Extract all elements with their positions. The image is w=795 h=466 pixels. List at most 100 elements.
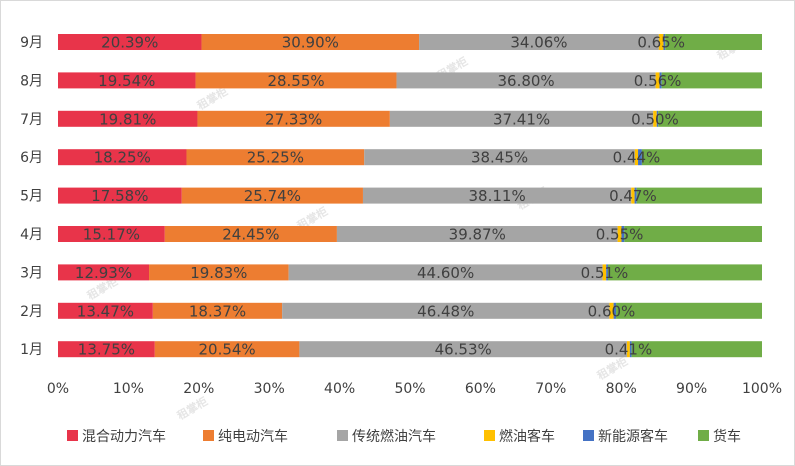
bar-segment — [609, 302, 614, 319]
data-label: 25.74% — [244, 187, 301, 205]
x-tick-label: 100% — [742, 381, 782, 397]
legend-label: 新能源客车 — [598, 428, 668, 445]
data-label: 13.47% — [77, 302, 134, 320]
x-tick-label: 80% — [606, 381, 637, 397]
data-label: 46.53% — [435, 341, 492, 359]
data-label: 0.41% — [605, 341, 653, 359]
bar-segment — [201, 34, 420, 50]
x-axis-tick-labels: 0% 10% 20% 30% 40% 50% 60% 70% 80% 90% 100% — [47, 381, 782, 397]
bar-segment — [181, 187, 363, 204]
bar-segment — [58, 149, 187, 166]
data-label: 0.56% — [634, 72, 682, 90]
bar-segment — [154, 341, 300, 358]
data-label: 18.37% — [189, 302, 246, 320]
legend-swatch — [337, 430, 348, 441]
bar-segment — [658, 110, 762, 127]
bar-segment — [389, 110, 654, 127]
bar-segment — [58, 34, 202, 50]
bar-segment — [656, 110, 659, 127]
bar-segment — [661, 72, 762, 89]
legend-swatch — [484, 430, 495, 441]
data-label: 25.25% — [247, 149, 304, 167]
legend-swatch — [203, 430, 214, 441]
bar-segment — [419, 34, 659, 50]
bar-segment — [665, 34, 762, 50]
x-tick-label: 30% — [254, 381, 285, 397]
data-label: 36.80% — [497, 72, 554, 90]
legend-label: 纯电动汽车 — [218, 428, 288, 445]
category-label: 7月 — [20, 112, 43, 128]
category-label: 2月 — [20, 304, 43, 320]
data-label: 13.75% — [78, 341, 135, 359]
bar-segment — [655, 72, 660, 89]
bar-segment — [617, 226, 622, 242]
category-labels: 1月 2月 3月 4月 5月 6月 7月 8月 9月 — [20, 35, 43, 358]
category-label: 4月 — [20, 227, 43, 243]
bar-segment — [197, 110, 390, 127]
data-label: 0.65% — [637, 34, 685, 52]
bar-segment — [362, 187, 632, 204]
bar-segment — [58, 72, 196, 89]
bar-segment — [641, 149, 762, 166]
bar-segment — [58, 226, 165, 242]
data-label: 17.58% — [91, 187, 148, 205]
data-label: 19.83% — [190, 264, 247, 282]
x-tick-label: 90% — [676, 381, 707, 397]
x-tick-label: 50% — [394, 381, 425, 397]
bar-labels-layer: 13.75% 20.54% 46.53% 0.41% 13.47% 18.37% 46.48… — [75, 34, 685, 359]
data-label: 44.60% — [417, 264, 474, 282]
data-label: 0.55% — [596, 226, 644, 244]
bar-segment — [659, 72, 662, 89]
bar-segment — [631, 187, 635, 204]
data-label: 18.25% — [94, 149, 151, 167]
bar-segment — [621, 226, 625, 242]
legend-label: 货车 — [713, 428, 741, 445]
category-label: 3月 — [20, 265, 43, 281]
category-label: 5月 — [20, 189, 43, 205]
x-tick-label: 40% — [324, 381, 355, 397]
data-label: 38.11% — [469, 187, 526, 205]
bar-segment — [186, 149, 365, 166]
data-label: 0.47% — [609, 187, 657, 205]
bar-segment — [634, 149, 639, 166]
bar-segment — [336, 226, 618, 242]
data-label: 27.33% — [265, 110, 322, 128]
bar-segment — [624, 226, 762, 242]
bar-segment — [602, 264, 607, 281]
legend-label: 传统燃油汽车 — [352, 428, 436, 445]
legend: 混合动力汽车 纯电动汽车 传统燃油汽车 燃油客车 新能源客车 货车 — [67, 428, 741, 445]
data-label: 20.39% — [101, 34, 158, 52]
data-label: 39.87% — [449, 226, 506, 244]
bar-segment — [164, 226, 337, 242]
legend-label: 燃油客车 — [499, 428, 555, 445]
category-label: 1月 — [20, 342, 43, 358]
legend-swatch — [67, 430, 78, 441]
bar-segment — [152, 302, 283, 319]
bar-segment — [626, 341, 630, 358]
bar-segment — [299, 341, 627, 358]
bar-segment — [607, 264, 762, 281]
x-tick-label: 60% — [465, 381, 496, 397]
x-tick-label: 70% — [535, 381, 566, 397]
category-label: 8月 — [20, 73, 43, 89]
bar-segment — [282, 302, 610, 319]
bar-segment — [396, 72, 656, 89]
bar-segment — [653, 110, 657, 127]
data-label: 12.93% — [75, 264, 132, 282]
data-label: 0.60% — [588, 302, 636, 320]
category-label: 9月 — [20, 35, 43, 51]
bar-segment — [629, 341, 632, 358]
bar-segment — [195, 72, 397, 89]
bar-segment — [58, 341, 155, 358]
legend-swatch — [583, 430, 594, 441]
x-tick-label: 0% — [47, 381, 69, 397]
data-label: 0.50% — [631, 110, 679, 128]
bar-segment — [58, 110, 198, 127]
bar-segment — [636, 187, 762, 204]
watermark-text: 租掌柜 — [175, 394, 211, 423]
bar-segment — [58, 264, 150, 281]
bar-segment — [638, 149, 642, 166]
bar-segment — [663, 34, 666, 50]
data-label: 19.54% — [98, 72, 155, 90]
